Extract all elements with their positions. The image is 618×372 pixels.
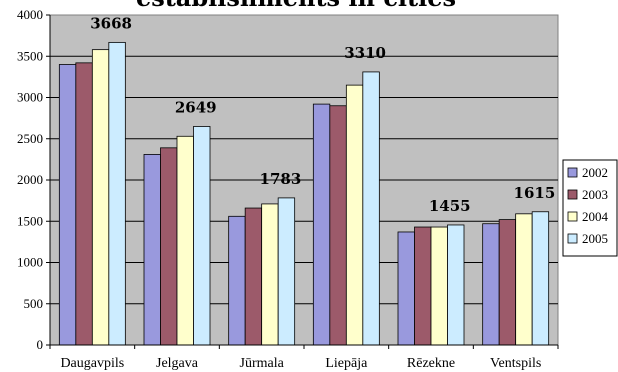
bar-rēzekne-2003 <box>414 226 432 346</box>
bar-jūrmala-2002 <box>228 215 246 346</box>
data-label: 1455 <box>429 197 471 215</box>
data-label: 2649 <box>175 98 217 116</box>
bar-daugavpils-2005 <box>108 41 126 346</box>
legend-label-2005: 2005 <box>582 231 608 246</box>
bar-liepāja-2003 <box>329 105 347 346</box>
legend-swatch-2003 <box>567 189 578 200</box>
x-category-label: Liepāja <box>325 356 368 371</box>
bar-rēzekne-2004 <box>430 226 448 346</box>
data-label: 3310 <box>344 44 386 62</box>
x-category-label: Jelgava <box>156 356 199 371</box>
data-label: 3668 <box>90 14 132 32</box>
y-tick-label: 3500 <box>17 48 43 63</box>
bar-jūrmala-2005 <box>277 197 296 346</box>
bar-jelgava-2004 <box>176 135 194 346</box>
chart-title: establishments in cities <box>136 0 456 12</box>
x-category-label: Ventspils <box>490 356 541 371</box>
bar-daugavpils-2002 <box>58 64 77 346</box>
bar-jūrmala-2003 <box>244 207 263 346</box>
x-category-label: Daugavpils <box>60 356 124 371</box>
x-category-label: Jūrmala <box>240 356 285 371</box>
legend-swatch-2002 <box>567 167 578 178</box>
legend-label-2002: 2002 <box>582 165 608 180</box>
legend-swatch-2004 <box>567 211 578 222</box>
bar-rēzekne-2002 <box>397 231 415 346</box>
bar-daugavpils-2003 <box>75 62 93 346</box>
bar-liepāja-2005 <box>362 71 380 346</box>
bar-rēzekne-2005 <box>447 224 465 346</box>
y-tick-label: 1000 <box>17 255 43 270</box>
data-label: 1615 <box>514 184 556 202</box>
bar-jelgava-2002 <box>143 154 161 346</box>
data-label: 1783 <box>260 170 302 188</box>
bars <box>58 41 550 346</box>
y-tick-label: 4000 <box>17 7 43 22</box>
bar-jelgava-2003 <box>160 147 178 346</box>
data-labels: 3668 2649 1783 3310 1455 1615 <box>90 14 555 215</box>
legend-label-2004: 2004 <box>582 209 609 224</box>
y-tick-label: 1500 <box>17 213 43 228</box>
bar-jūrmala-2004 <box>261 203 279 346</box>
x-axis: Daugavpils Jelgava Jūrmala Liepāja Rēzekne Ve… <box>49 344 559 371</box>
legend-label-2003: 2003 <box>582 187 608 202</box>
bar-ventspils-2004 <box>515 213 533 346</box>
bar-ventspils-2003 <box>498 219 517 346</box>
gridlines <box>50 55 558 305</box>
legend: 2002 2003 2004 2005 <box>562 159 618 257</box>
bar-liepāja-2004 <box>345 84 364 346</box>
legend-swatch-2005 <box>567 233 578 244</box>
y-axis: 0 500 1000 1500 2000 2500 3000 3500 4000 <box>17 7 51 352</box>
y-tick-label: 0 <box>37 337 44 352</box>
y-tick-label: 2500 <box>17 131 43 146</box>
x-category-label: Rēzekne <box>407 356 455 371</box>
bar-ventspils-2002 <box>482 223 500 346</box>
bar-liepāja-2002 <box>312 103 331 346</box>
bar-daugavpils-2004 <box>91 49 110 346</box>
y-tick-label: 500 <box>24 296 44 311</box>
y-tick-label: 3000 <box>17 90 43 105</box>
bar-jelgava-2005 <box>193 126 211 346</box>
bar-ventspils-2005 <box>531 211 550 346</box>
y-tick-label: 2000 <box>17 172 43 187</box>
